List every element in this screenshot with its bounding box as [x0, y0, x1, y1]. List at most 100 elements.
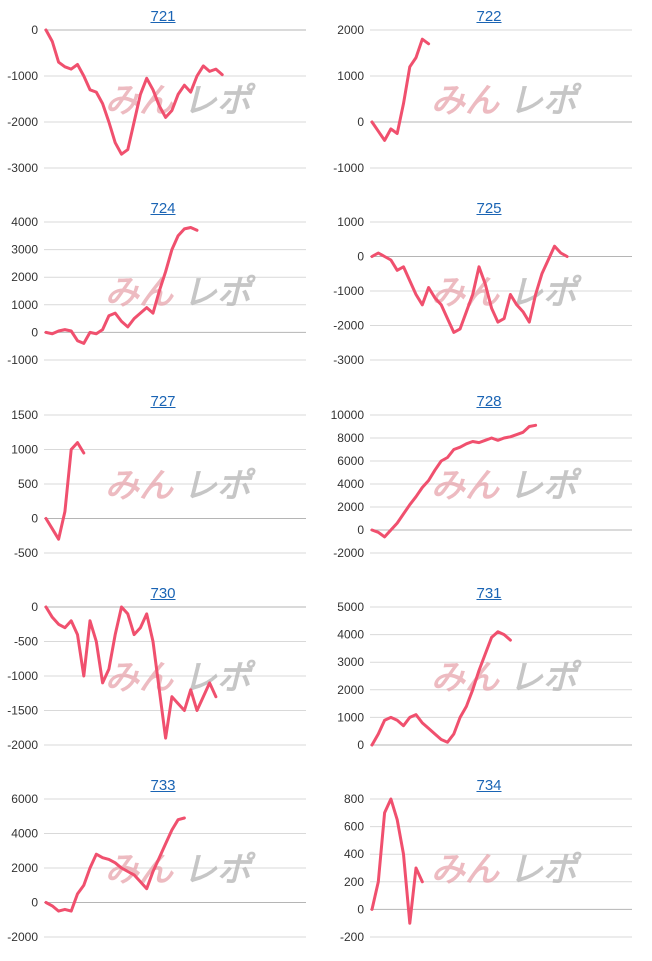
- y-tick-label: 1000: [337, 215, 364, 229]
- chart-title-link[interactable]: 734: [476, 777, 502, 795]
- watermark-logo: レポ: [509, 274, 582, 312]
- series-line: [44, 440, 86, 541]
- y-tick-label: 0: [357, 115, 364, 129]
- series-line: [370, 37, 431, 142]
- y-tick-label: 0: [357, 523, 364, 537]
- y-tick-label: -2000: [333, 546, 364, 560]
- y-tick-label: -2000: [7, 930, 38, 944]
- y-tick-label: -200: [340, 930, 364, 944]
- y-tick-label: 2000: [337, 23, 364, 37]
- y-tick-label: 4000: [11, 215, 38, 229]
- y-tick-label: 6000: [11, 792, 38, 806]
- watermark-logo: レポ: [183, 274, 256, 312]
- chart-title-link[interactable]: 725: [476, 200, 502, 218]
- y-tick-label: -3000: [333, 353, 364, 367]
- y-tick-label: 5000: [337, 600, 364, 614]
- y-tick-label: -1000: [333, 284, 364, 298]
- series-line: [370, 423, 538, 538]
- line-chart: 800 600 400 200 0 -200 みん レポ: [340, 792, 632, 944]
- y-tick-label: 2000: [337, 500, 364, 514]
- watermark-logo: みん: [105, 467, 174, 505]
- y-tick-label: -2000: [7, 738, 38, 752]
- watermark-logo: みん: [431, 659, 500, 697]
- chart-title-link[interactable]: 730: [150, 584, 176, 602]
- chart-panel: 2000 1000 0 -1000 みん レポ 722: [326, 0, 652, 192]
- series-line: [44, 816, 186, 913]
- y-tick-label: 600: [344, 820, 364, 834]
- y-tick-label: 8000: [337, 431, 364, 445]
- y-tick-label: 200: [344, 875, 364, 889]
- y-tick-label: -1500: [7, 703, 38, 717]
- y-tick-label: 0: [31, 326, 38, 340]
- chart-title-link[interactable]: 727: [150, 392, 176, 410]
- y-tick-label: -500: [14, 634, 38, 648]
- chart-title-link[interactable]: 728: [476, 392, 502, 410]
- y-tick-label: -500: [14, 546, 38, 560]
- watermark-logo: みん: [431, 851, 500, 889]
- y-tick-label: 0: [357, 903, 364, 917]
- y-tick-label: -3000: [7, 161, 38, 175]
- watermark-logo: レポ: [509, 851, 582, 889]
- chart-title-link[interactable]: 722: [476, 8, 502, 25]
- y-tick-label: 2000: [11, 861, 38, 875]
- chart-panel: 0 -1000 -2000 -3000 みん レポ 721: [0, 0, 326, 192]
- line-chart: 6000 4000 2000 0 -2000 みん レポ: [7, 792, 306, 944]
- y-tick-label: 10000: [331, 408, 365, 422]
- y-tick-label: 0: [357, 250, 364, 264]
- watermark-logo: レポ: [183, 851, 256, 889]
- y-tick-label: -2000: [333, 319, 364, 333]
- chart-panel: 6000 4000 2000 0 -2000 みん レポ 733: [0, 769, 326, 961]
- y-tick-label: 1500: [11, 408, 38, 422]
- watermark-logo: みん: [431, 82, 500, 120]
- y-tick-label: 0: [31, 23, 38, 37]
- y-tick-label: -2000: [7, 115, 38, 129]
- y-tick-label: -1000: [333, 161, 364, 175]
- line-chart: 1500 1000 500 0 -500 みん レポ: [11, 408, 306, 560]
- series-line: [370, 630, 512, 747]
- y-tick-label: 0: [357, 738, 364, 752]
- y-tick-label: -1000: [7, 69, 38, 83]
- series-line: [44, 226, 199, 346]
- series-line: [370, 797, 424, 925]
- chart-panel: 4000 3000 2000 1000 0 -1000 みん レポ 724: [0, 192, 326, 384]
- watermark-logo: レポ: [509, 82, 582, 120]
- watermark-logo: レポ: [183, 659, 256, 697]
- y-tick-label: 0: [31, 511, 38, 525]
- y-tick-label: 500: [18, 477, 38, 491]
- y-tick-label: 3000: [11, 243, 38, 257]
- series-line: [370, 244, 569, 335]
- chart-panel: 5000 4000 3000 2000 1000 0 みん レポ 731: [326, 577, 652, 769]
- watermark-logo: レポ: [183, 467, 256, 505]
- y-tick-label: -1000: [7, 669, 38, 683]
- y-tick-label: 1000: [11, 442, 38, 456]
- series-line: [44, 605, 218, 740]
- watermark-logo: みん: [105, 851, 174, 889]
- watermark-logo: みん: [105, 659, 174, 697]
- chart-title-link[interactable]: 721: [150, 8, 176, 25]
- chart-title-link[interactable]: 731: [476, 584, 502, 602]
- chart-panel: 800 600 400 200 0 -200 みん レポ 734: [326, 769, 652, 961]
- line-chart: 5000 4000 3000 2000 1000 0 みん レポ: [337, 600, 632, 752]
- chart-panel: 0 -500 -1000 -1500 -2000 みん レポ 730: [0, 577, 326, 769]
- y-tick-label: 800: [344, 792, 364, 806]
- y-tick-label: -1000: [7, 353, 38, 367]
- y-tick-label: 0: [31, 896, 38, 910]
- y-tick-label: 3000: [337, 655, 364, 669]
- y-tick-label: 400: [344, 847, 364, 861]
- y-tick-label: 6000: [337, 454, 364, 468]
- chart-title-link[interactable]: 724: [150, 200, 176, 218]
- y-tick-label: 2000: [337, 683, 364, 697]
- y-tick-label: 0: [31, 600, 38, 614]
- chart-title-link[interactable]: 733: [150, 777, 176, 795]
- chart-panel: 1500 1000 500 0 -500 みん レポ 727: [0, 385, 326, 577]
- line-chart: 0 -500 -1000 -1500 -2000 みん レポ: [7, 600, 306, 752]
- y-tick-label: 4000: [11, 827, 38, 841]
- chart-panel: 1000 0 -1000 -2000 -3000 みん レポ 725: [326, 192, 652, 384]
- y-tick-label: 4000: [337, 477, 364, 491]
- y-tick-label: 2000: [11, 270, 38, 284]
- chart-panel: 10000 8000 6000 4000 2000 0 -2000 みん レポ 728: [326, 385, 652, 577]
- watermark-logo: レポ: [509, 467, 582, 505]
